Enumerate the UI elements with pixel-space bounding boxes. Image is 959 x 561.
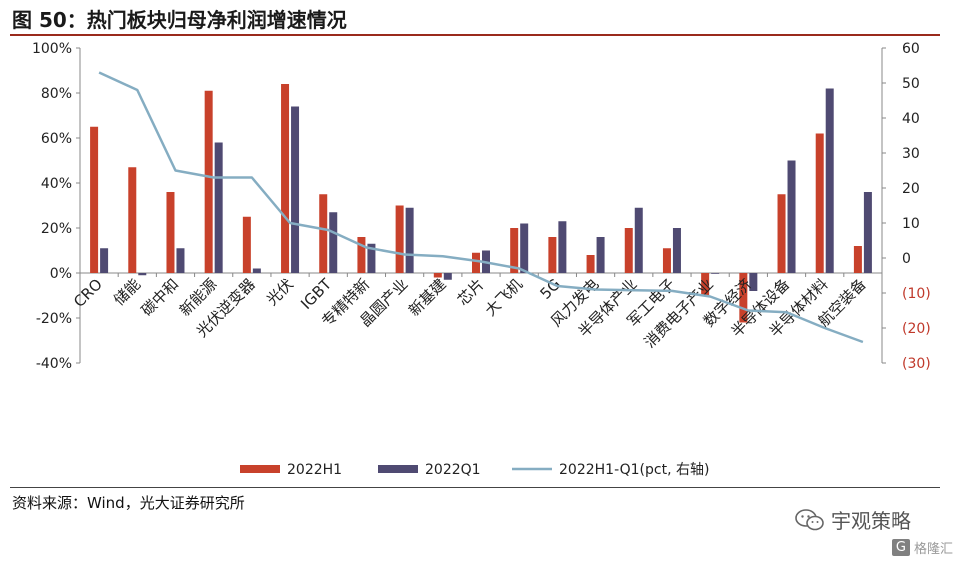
category-label: 碳中和 (138, 275, 183, 320)
bar-2022h1 (357, 237, 366, 273)
bar-2022h1 (204, 90, 213, 273)
title-rule (10, 34, 940, 36)
bar-2022h1 (90, 126, 99, 273)
chart: -40% -20% 0% 20% 40% 60% 80% 100% (30) (20) (10) 0 1… (32, 41, 931, 478)
left-tick-label: 20% (41, 221, 72, 237)
category-label: CRO (70, 275, 106, 311)
bar-2022h1 (624, 228, 633, 273)
bar-2022h1 (166, 192, 175, 273)
bar-2022h1 (777, 194, 786, 273)
bar-2022q1 (291, 106, 300, 273)
right-tick-label: (20) (902, 321, 931, 337)
bar-2022h1 (433, 273, 442, 278)
bar-2022q1 (405, 207, 414, 273)
right-tick-label: (10) (902, 286, 931, 302)
bar-2022h1 (548, 237, 557, 273)
bar-2022q1 (214, 142, 223, 273)
bar-2022h1 (281, 84, 290, 273)
bar-2022q1 (634, 207, 643, 273)
legend-2022h1-label: 2022H1 (287, 462, 342, 478)
right-tick-label: 30 (902, 146, 920, 162)
wechat-icon (795, 508, 824, 530)
bar-2022q1 (100, 248, 109, 273)
watermark: 宇观策略 (795, 505, 911, 534)
right-tick-label: 60 (902, 41, 920, 57)
category-label: 储能 (110, 275, 144, 309)
category-label: 芯片 (454, 275, 488, 309)
bar-2022h1 (319, 194, 328, 273)
legend-2022q1-swatch (378, 465, 418, 473)
brand-text: 格隆汇 (913, 542, 953, 557)
legend-2022h1-q1-label: 2022H1-Q1(pct, 右轴) (559, 462, 709, 478)
bar-2022q1 (863, 192, 872, 273)
right-tick-label: 20 (902, 181, 920, 197)
bar-2022h1 (853, 246, 862, 273)
bar-2022q1 (749, 273, 758, 291)
category-label: 大飞机 (481, 275, 526, 320)
bar-2022q1 (558, 221, 567, 273)
bar-2022q1 (825, 88, 834, 273)
left-tick-label: 0% (50, 266, 72, 282)
right-tick-label: (30) (902, 356, 931, 372)
category-label: 光伏 (263, 275, 297, 309)
gelonghui-logo-icon: G (891, 539, 910, 556)
bar-2022h1 (739, 273, 748, 323)
bar-2022q1 (367, 243, 376, 273)
bar-2022q1 (252, 268, 261, 273)
bar-2022q1 (443, 273, 452, 280)
bar-2022h1 (395, 205, 404, 273)
bar-2022h1 (128, 167, 137, 273)
bar-2022q1 (787, 160, 796, 273)
right-tick-label: 0 (902, 251, 911, 267)
bar-2022h1 (815, 133, 824, 273)
legend-2022h1-swatch (240, 465, 280, 473)
bar-2022q1 (520, 223, 529, 273)
bar-2022h1 (510, 228, 519, 273)
bar-2022h1 (586, 255, 595, 273)
bar-2022q1 (711, 273, 720, 274)
figure-title: 图 50：热门板块归母净利润增速情况 (12, 8, 347, 32)
line-2022h1-q1 (98, 71, 864, 344)
left-tick-label: -40% (36, 356, 72, 372)
brand-mark: G 格隆汇 (891, 538, 953, 557)
source-note: 资料来源：Wind，光大证券研究所 (12, 494, 245, 512)
left-tick-label: 60% (41, 131, 72, 147)
bar-2022q1 (672, 228, 681, 273)
left-tick-label: 100% (32, 41, 72, 57)
bar-2022h1 (662, 248, 671, 273)
source-rule (10, 487, 940, 488)
right-tick-label: 10 (902, 216, 920, 232)
left-tick-label: 40% (41, 176, 72, 192)
bar-2022q1 (138, 273, 147, 276)
left-tick-label: -20% (36, 311, 72, 327)
bar-2022h1 (242, 216, 251, 273)
bar-2022q1 (596, 237, 605, 273)
bar-2022h1 (701, 273, 710, 296)
right-tick-label: 40 (902, 111, 920, 127)
right-tick-label: 50 (902, 76, 920, 92)
category-label: 新基建 (405, 275, 450, 320)
bar-2022h1 (472, 252, 480, 273)
watermark-text: 宇观策略 (831, 509, 911, 533)
legend-2022q1-label: 2022Q1 (425, 462, 481, 478)
bar-2022q1 (176, 248, 185, 273)
left-tick-label: 80% (41, 86, 72, 102)
bar-2022q1 (329, 212, 338, 273)
